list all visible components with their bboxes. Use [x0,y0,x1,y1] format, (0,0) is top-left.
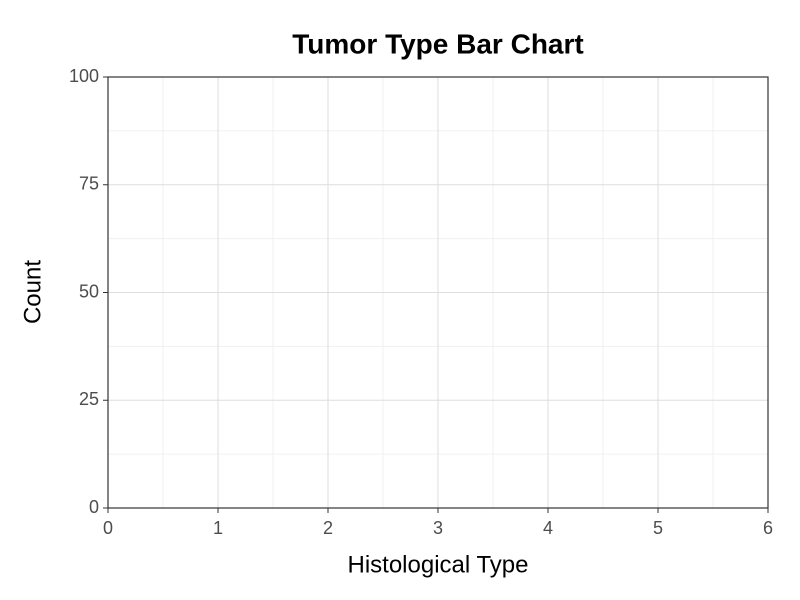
panel-border [107,76,769,509]
x-tick-label: 6 [763,518,773,538]
y-tick-label: 50 [79,281,99,301]
x-tick-label: 5 [653,518,663,538]
y-tick-label: 100 [69,66,99,86]
y-tick-label: 0 [89,497,99,517]
y-axis-title: Count [19,260,46,324]
x-tick-label: 3 [433,518,443,538]
x-tick-label: 0 [103,518,113,538]
x-tick-label: 4 [543,518,553,538]
x-tick-label: 2 [323,518,333,538]
x-axis-title: Histological Type [348,551,529,578]
x-tick-label: 1 [213,518,223,538]
chart-title: Tumor Type Bar Chart [292,28,583,59]
y-tick-label: 75 [79,174,99,194]
y-tick-label: 25 [79,389,99,409]
